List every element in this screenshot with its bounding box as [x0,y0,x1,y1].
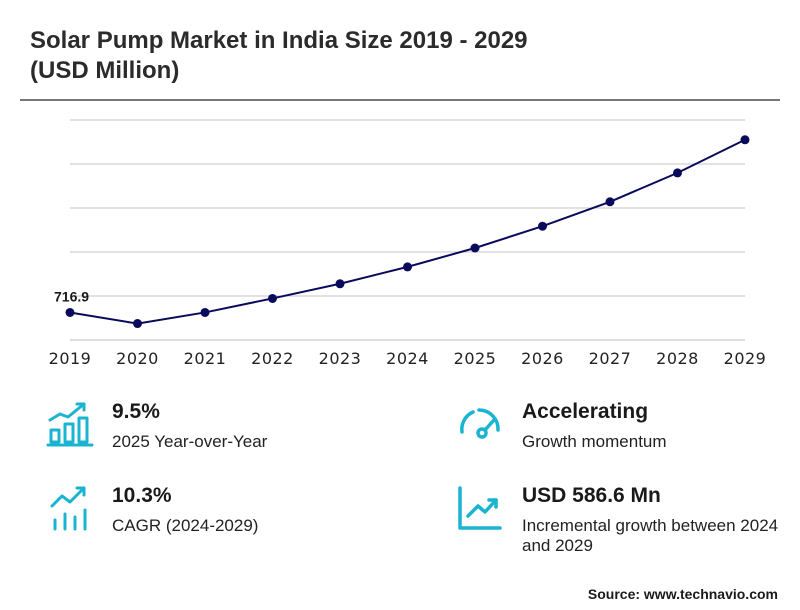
data-point [403,262,412,272]
source-credit: Source: www.technavio.com [587,586,778,602]
data-point [133,319,142,329]
kpi-momentum: Accelerating Growth momentum [456,400,786,460]
speedometer-icon [460,408,500,439]
title-divider [20,99,780,101]
x-tick-label: 2020 [116,349,159,368]
line-chart: 2019 2020 2021 2022 2023 2024 2025 2026 2027 2028… [49,119,767,368]
x-tick-label: 2024 [386,349,429,368]
title-line-2: (USD Million) [30,57,180,84]
kpi-momentum-value: Accelerating [522,400,649,423]
x-tick-label: 2029 [724,349,767,368]
x-tick-label: 2022 [251,349,294,368]
data-point [200,307,210,317]
kpi-yoy: 9.5% 2025 Year-over-Year [46,400,376,460]
x-tick-label: 2028 [656,349,699,368]
data-point [673,168,682,178]
chart-title: Solar Pump Market in India Size 2019 - 2… [30,26,730,86]
data-point [335,279,345,289]
kpi-incremental: USD 586.6 Mn Incremental growth between … [456,484,786,564]
kpi-yoy-value: 9.5% [112,400,160,423]
data-label: 716.9 [54,288,89,304]
x-tick-label: 2025 [454,349,497,368]
data-point [740,135,750,145]
data-point [470,243,480,253]
kpi-incremental-label: Incremental growth between 2024 and 2029 [522,516,779,555]
trend-up-bars-icon [50,486,87,531]
data-point [65,307,75,317]
kpi-momentum-label: Growth momentum [522,432,667,451]
data-point [605,197,615,207]
kpi-cagr-label: CAGR (2024-2029) [112,516,259,535]
kpi-cagr: 10.3% CAGR (2024-2029) [46,484,376,544]
bar-chart-growth-icon [46,402,94,447]
trending-chart-icon [458,486,502,530]
x-tick-label: 2023 [319,349,362,368]
x-tick-label: 2026 [521,349,564,368]
kpi-cagr-value: 10.3% [112,484,172,507]
x-tick-label: 2027 [589,349,632,368]
data-point [268,293,277,303]
x-tick-label: 2021 [184,349,227,368]
kpi-yoy-label: 2025 Year-over-Year [112,432,268,451]
title-line-1: Solar Pump Market in India Size 2019 - 2… [30,27,528,54]
x-tick-label: 2019 [49,349,92,368]
data-point [538,221,547,231]
kpi-incremental-value: USD 586.6 Mn [522,484,661,507]
